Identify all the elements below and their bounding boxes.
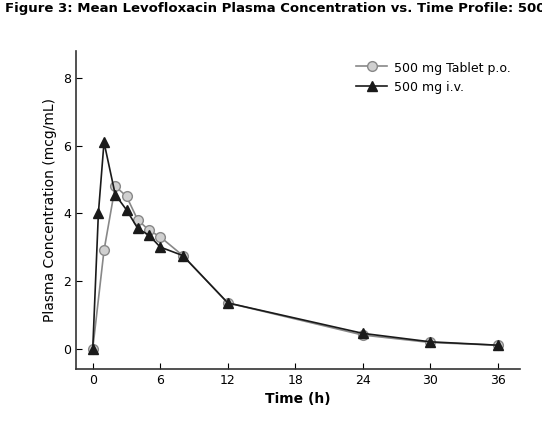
500 mg i.v. [101, 139, 107, 145]
500 mg Tablet p.o. [134, 218, 141, 223]
500 mg Tablet p.o. [224, 300, 231, 305]
Text: Figure 3: Mean Levofloxacin Plasma Concentration vs. Time Profile: 500 mg: Figure 3: Mean Levofloxacin Plasma Conce… [5, 2, 542, 15]
500 mg i.v. [494, 343, 501, 348]
500 mg i.v. [179, 253, 186, 258]
X-axis label: Time (h): Time (h) [265, 392, 331, 406]
500 mg i.v. [123, 207, 130, 212]
Legend: 500 mg Tablet p.o., 500 mg i.v.: 500 mg Tablet p.o., 500 mg i.v. [352, 57, 514, 98]
500 mg i.v. [157, 245, 164, 250]
500 mg Tablet p.o. [112, 184, 119, 189]
500 mg i.v. [427, 339, 434, 344]
500 mg i.v. [224, 300, 231, 305]
Line: 500 mg i.v.: 500 mg i.v. [88, 137, 502, 354]
500 mg Tablet p.o. [157, 234, 164, 240]
500 mg Tablet p.o. [179, 253, 186, 258]
500 mg i.v. [134, 226, 141, 231]
Y-axis label: Plasma Concentration (mcg/mL): Plasma Concentration (mcg/mL) [43, 98, 57, 322]
500 mg i.v. [112, 192, 119, 197]
500 mg i.v. [359, 331, 366, 336]
Line: 500 mg Tablet p.o.: 500 mg Tablet p.o. [88, 181, 502, 354]
500 mg Tablet p.o. [494, 343, 501, 348]
500 mg Tablet p.o. [123, 194, 130, 199]
500 mg Tablet p.o. [146, 228, 152, 233]
500 mg Tablet p.o. [359, 332, 366, 338]
500 mg i.v. [89, 346, 96, 351]
500 mg Tablet p.o. [89, 346, 96, 351]
500 mg Tablet p.o. [427, 340, 434, 345]
500 mg i.v. [146, 233, 152, 238]
500 mg Tablet p.o. [101, 248, 107, 253]
500 mg i.v. [95, 211, 102, 216]
